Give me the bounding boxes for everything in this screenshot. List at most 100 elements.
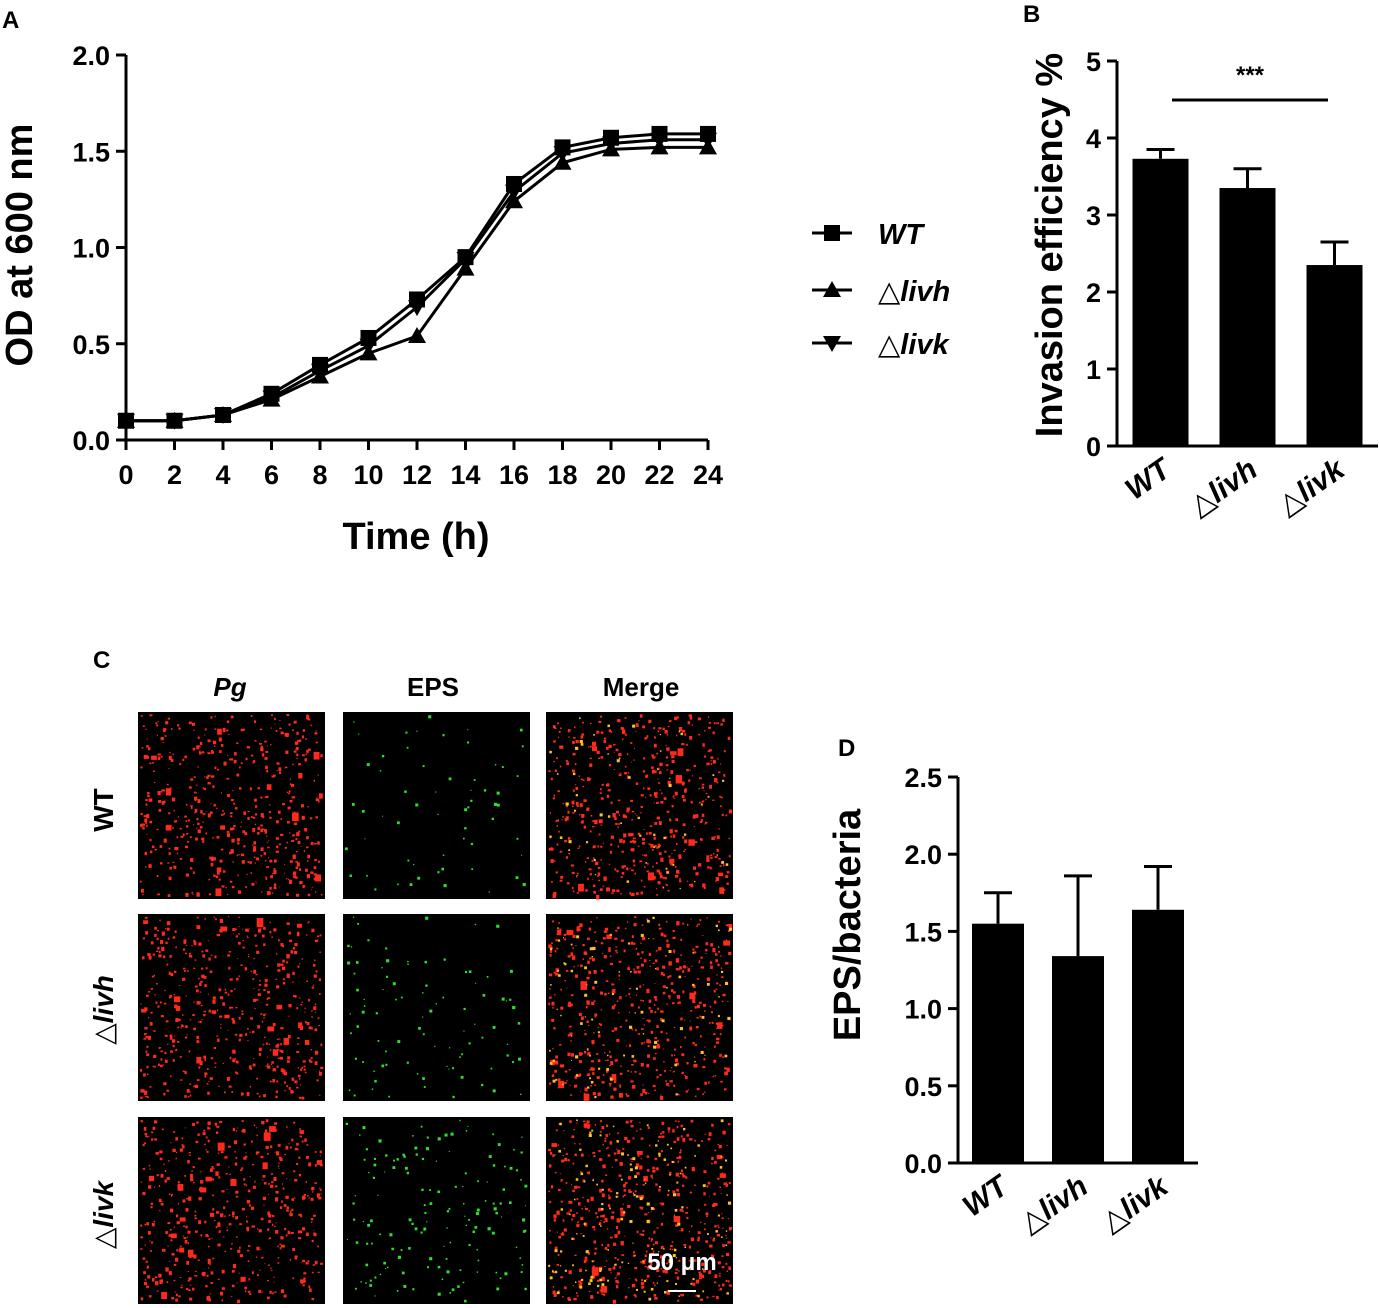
- bacteria-speck: [226, 720, 230, 723]
- bacteria-speck: [560, 1173, 562, 1174]
- bacteria-speck: [209, 970, 213, 974]
- bacteria-speck: [609, 955, 612, 958]
- data-point: [262, 390, 281, 407]
- eps-speck: [407, 859, 410, 862]
- eps-speck: [346, 1238, 348, 1241]
- bacteria-speck: [145, 1260, 148, 1263]
- bacteria-speck: [726, 1252, 730, 1257]
- bacteria-speck: [626, 1139, 631, 1143]
- eps-speck: [443, 884, 447, 888]
- bar: [1306, 265, 1363, 446]
- bacteria-speck: [276, 845, 279, 849]
- bacteria-speck: [591, 860, 594, 862]
- bacteria-speck: [275, 820, 279, 824]
- eps-speck: [381, 1064, 385, 1068]
- bacteria-speck: [725, 1183, 728, 1187]
- bacteria-speck: [240, 964, 243, 966]
- bacteria-speck: [235, 1156, 238, 1159]
- bacteria-speck: [656, 1043, 660, 1046]
- bacteria-speck: [720, 1193, 722, 1194]
- bacteria-speck: [608, 744, 612, 749]
- eps-speck: [381, 967, 383, 969]
- bacteria-speck: [690, 1119, 694, 1123]
- bacteria-speck: [196, 1056, 202, 1064]
- bacteria-speck: [210, 862, 214, 867]
- eps-speck: [506, 1043, 508, 1045]
- bacteria-speck: [277, 969, 281, 972]
- bacteria-speck: [163, 955, 166, 959]
- bacteria-speck: [716, 1295, 719, 1300]
- bacteria-speck: [185, 820, 188, 822]
- bacteria-speck: [682, 1137, 686, 1142]
- bacteria-speck: [667, 725, 670, 728]
- eps-speck: [482, 994, 486, 997]
- data-point: [408, 327, 426, 344]
- x-tick-label: WT: [1119, 451, 1178, 506]
- bacteria-speck: [161, 1200, 163, 1202]
- bacteria-speck: [559, 1064, 565, 1068]
- eps-speck: [437, 1190, 440, 1194]
- bacteria-speck: [549, 837, 552, 839]
- bacteria-speck: [690, 1237, 695, 1242]
- data-point: [650, 132, 669, 149]
- eps-speck: [374, 1079, 377, 1083]
- bacteria-speck: [665, 920, 668, 923]
- bacteria-speck: [306, 874, 310, 879]
- bacteria-speck: [645, 1250, 648, 1253]
- bacteria-speck: [640, 1261, 644, 1264]
- eps-speck: [623, 1054, 626, 1057]
- eps-speck: [512, 1006, 516, 1010]
- panel-d-bars: [972, 865, 1184, 1163]
- bacteria-speck: [720, 723, 724, 726]
- bacteria-speck: [617, 1281, 620, 1284]
- bacteria-speck: [156, 950, 159, 953]
- series-line: [126, 132, 708, 423]
- eps-speck: [551, 1270, 554, 1273]
- bacteria-speck: [556, 947, 559, 950]
- bacteria-speck: [646, 1169, 650, 1172]
- bacteria-speck: [723, 940, 731, 946]
- bacteria-speck: [576, 926, 579, 928]
- eps-speck: [374, 888, 377, 891]
- eps-speck: [465, 1130, 468, 1132]
- eps-speck: [620, 1152, 625, 1156]
- eps-speck: [658, 1251, 660, 1253]
- bacteria-speck: [652, 1169, 656, 1173]
- bacteria-speck: [292, 947, 295, 950]
- bacteria-speck: [180, 835, 184, 838]
- bacteria-speck: [611, 1095, 613, 1097]
- bacteria-speck: [587, 1252, 590, 1255]
- bacteria-speck: [572, 1285, 574, 1287]
- bacteria-speck: [577, 847, 580, 849]
- bacteria-speck: [670, 835, 672, 838]
- bacteria-speck: [600, 942, 604, 945]
- bacteria-speck: [160, 1058, 163, 1061]
- bacteria-speck: [148, 798, 153, 802]
- bacteria-speck: [587, 777, 590, 781]
- y-tick-label: 1.5: [72, 137, 110, 167]
- bacteria-speck: [289, 799, 293, 803]
- bacteria-speck: [301, 1140, 304, 1143]
- eps-speck: [369, 1279, 372, 1282]
- bacteria-speck: [266, 965, 269, 968]
- bacteria-speck: [228, 733, 230, 735]
- bacteria-speck: [562, 803, 565, 805]
- bacteria-speck: [697, 1239, 700, 1242]
- eps-speck: [404, 790, 407, 793]
- bacteria-speck: [183, 1026, 185, 1028]
- bacteria-speck: [313, 974, 317, 978]
- eps-speck: [644, 1179, 646, 1181]
- bacteria-speck: [221, 1269, 225, 1274]
- bacteria-speck: [257, 1025, 261, 1029]
- bacteria-speck: [591, 1040, 595, 1045]
- bacteria-speck: [576, 1074, 581, 1078]
- bacteria-speck: [224, 1250, 227, 1253]
- eps-speck: [493, 802, 497, 806]
- x-tick-label: 6: [264, 460, 279, 490]
- eps-speck: [359, 1134, 361, 1136]
- bacteria-speck: [220, 1291, 223, 1296]
- bacteria-speck: [174, 970, 177, 974]
- bacteria-speck: [165, 788, 172, 796]
- bacteria-speck: [252, 1063, 256, 1067]
- eps-speck: [724, 1054, 728, 1058]
